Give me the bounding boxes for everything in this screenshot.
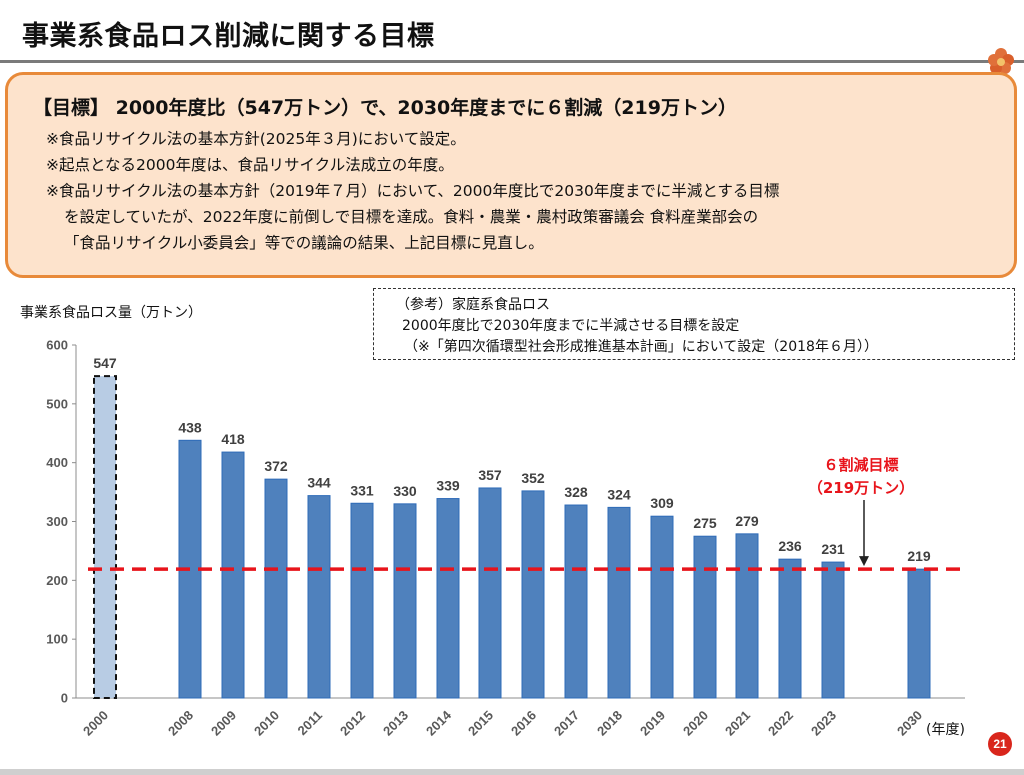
- x-axis-unit: (年度): [926, 722, 965, 738]
- reference-text: 2000年度比で2030年度までに半減させる目標を設定: [402, 318, 740, 334]
- bar-2015: [478, 487, 502, 699]
- bar-value-label: 357: [478, 467, 502, 483]
- bar-2009: [221, 451, 245, 699]
- page-title: 事業系食品ロス削減に関する目標: [22, 21, 435, 52]
- bar-2018: [607, 506, 631, 699]
- bar-value-label: 236: [778, 538, 802, 554]
- bar-2017: [564, 504, 588, 699]
- x-category-label: 2016: [508, 708, 539, 739]
- goal-note: ※起点となる2000年度は、食品リサイクル法成立の年度。: [46, 156, 454, 174]
- title-divider: [0, 60, 1024, 63]
- y-tick-label: 400: [46, 455, 68, 470]
- bar-value-label: 330: [393, 483, 417, 499]
- bar-value-label: 279: [735, 513, 759, 529]
- bar-2012: [350, 502, 374, 699]
- bar-value-label: 231: [821, 541, 845, 557]
- bar-value-label: 331: [350, 482, 374, 498]
- reference-source: （※「第四次循環型社会形成推進基本計画」において設定（2018年６月））: [404, 339, 878, 355]
- x-category-label: 2030: [894, 708, 925, 739]
- x-category-label: 2018: [594, 708, 625, 739]
- bar-value-label: 344: [307, 475, 331, 491]
- goal-note: を設定していたが、2022年度に前倒しで目標を達成。食料・農業・農村政策審議会 …: [64, 208, 759, 226]
- bar-2010: [264, 478, 288, 699]
- x-category-label: 2009: [208, 708, 239, 739]
- goal-note: ※食品リサイクル法の基本方針（2019年７月）において、2000年度比で2030…: [46, 182, 780, 200]
- bar-2023: [821, 561, 845, 699]
- bar-value-label: 352: [521, 470, 545, 486]
- y-tick-label: 0: [61, 691, 68, 706]
- x-category-label: 2019: [637, 708, 668, 739]
- y-tick-label: 500: [46, 396, 68, 411]
- x-category-label: 2022: [765, 708, 796, 739]
- bar-value-label: 275: [693, 515, 717, 531]
- x-category-label: 2020: [680, 708, 711, 739]
- y-tick-label: 100: [46, 632, 68, 647]
- bar-value-label: 372: [264, 458, 288, 474]
- goal-note: 「食品リサイクル小委員会」等での議論の結果、上記目標に見直し。: [64, 234, 544, 252]
- y-tick-label: 200: [46, 573, 68, 588]
- x-category-label: 2017: [551, 708, 582, 739]
- bar-value-label: 438: [178, 419, 202, 435]
- bar-2020: [693, 535, 717, 699]
- bar-value-label: 339: [436, 478, 460, 494]
- y-axis-title: 事業系食品ロス量（万トン）: [20, 305, 202, 321]
- bar-value-label: 324: [607, 486, 631, 502]
- bar-value-label: 328: [564, 484, 588, 500]
- goal-box: 【目標】 2000年度比（547万トン）で、2030年度までに６割減（219万ト…: [5, 72, 1017, 278]
- x-category-label: 2015: [465, 708, 496, 739]
- bar-2014: [436, 498, 460, 699]
- x-category-label: 2023: [808, 708, 839, 739]
- bar-2021: [735, 533, 759, 699]
- target-label-line1: ６割減目標: [823, 456, 898, 474]
- page-number-badge: 21: [988, 732, 1012, 756]
- goal-note: ※食品リサイクル法の基本方針(2025年３月)において設定。: [46, 130, 466, 148]
- footer-bar: [0, 769, 1024, 775]
- bar-2013: [393, 503, 417, 699]
- x-category-label: 2008: [165, 708, 196, 739]
- bar-2030: [907, 568, 931, 699]
- x-category-label: 2013: [380, 708, 411, 739]
- goal-heading: 【目標】 2000年度比（547万トン）で、2030年度までに６割減（219万ト…: [33, 97, 737, 119]
- bar-value-label: 219: [907, 548, 931, 564]
- x-category-label: 2012: [337, 708, 368, 739]
- reference-title: （参考）家庭系食品ロス: [396, 297, 550, 313]
- bar-2022: [778, 558, 802, 699]
- x-category-label: 2011: [295, 708, 326, 739]
- flower-logo-icon: [988, 48, 1014, 74]
- bar-2011: [307, 495, 331, 699]
- target-label-line2: （219万トン）: [808, 479, 914, 497]
- bar-2016: [521, 490, 545, 699]
- y-tick-label: 300: [46, 514, 68, 529]
- x-category-label: 2000: [80, 708, 111, 739]
- y-tick-label: 600: [46, 338, 68, 353]
- bar-2000: [93, 375, 117, 699]
- x-category-label: 2014: [423, 707, 455, 739]
- bar-value-label: 547: [93, 355, 117, 371]
- bar-value-label: 309: [650, 495, 674, 511]
- reference-box: （参考）家庭系食品ロス 2000年度比で2030年度までに半減させる目標を設定 …: [373, 288, 1015, 360]
- x-category-label: 2021: [722, 708, 753, 739]
- bar-2019: [650, 515, 674, 699]
- x-category-label: 2010: [251, 708, 282, 739]
- target-arrow-head: [859, 556, 869, 567]
- bar-value-label: 418: [221, 431, 245, 447]
